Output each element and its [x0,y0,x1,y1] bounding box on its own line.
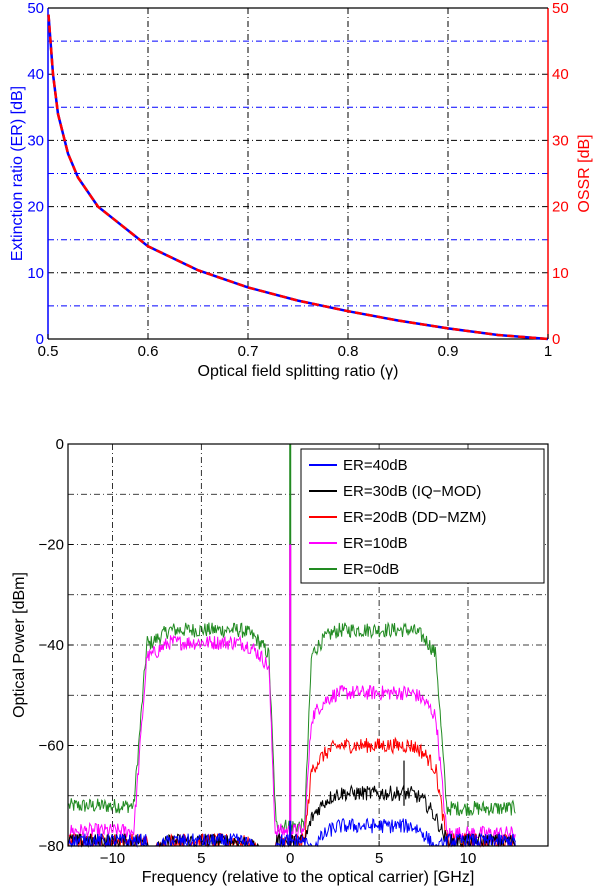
y-tick-label-left: 20 [27,199,44,216]
legend-label-4: ER=0dB [343,561,399,578]
y-tick-label: −20 [39,537,64,554]
y-tick-label-left: 0 [36,331,44,348]
y-tick-label-left: 40 [27,66,44,83]
x-tick-label: 0.7 [238,343,259,360]
series-line-1 [47,14,549,341]
y-tick-label: 0 [56,436,64,453]
x-tick-label: 0 [286,850,294,867]
legend-box [300,448,545,584]
y-axis-label: Optical Power [dBm] [11,572,28,718]
x-axis-label: Optical field splitting ratio (γ) [198,363,399,380]
x-tick-label: 0.6 [138,343,159,360]
legend-label-3: ER=10dB [343,535,408,552]
y-tick-label-right: 30 [552,132,569,149]
y-tick-label-left: 10 [27,265,44,282]
y-tick-label: −60 [39,738,64,755]
y-tick-label-right: 50 [552,0,569,17]
y-tick-label-right: 40 [552,66,569,83]
series-line-4 [68,621,516,835]
legend-label-0: ER=40dB [343,457,408,474]
chart-extinction-ratio: 0.5 0.6 0.7 0.8 0.9 10102030405001020304050Op… [9,0,593,380]
chart-optical-spectrum: −10 5 0 5 10 −80 −60 −40 −20 0 Frequency (relative… [11,436,549,886]
x-tick-label: 0.9 [438,343,459,360]
y-tick-label-left: 50 [27,0,44,17]
legend-label-1: ER=30dB (IQ−MOD) [343,483,481,500]
x-tick-label: 10 [460,850,477,867]
x-tick-label: 5 [197,850,205,867]
x-tick-label: −10 [100,850,125,867]
series-line-0 [68,817,516,848]
y-axis-label-right: OSSR [dB] [576,134,593,212]
y-tick-label-right: 0 [552,331,560,348]
series-line-3 [68,634,516,842]
series-line-0 [47,14,549,341]
x-tick-label: 0.8 [338,343,359,360]
x-tick-label: 1 [544,343,552,360]
y-tick-label: −40 [39,637,64,654]
legend-label-2: ER=20dB (DD−MZM) [343,509,486,526]
y-tick-label-right: 10 [552,265,569,282]
x-tick-label: 5 [375,850,383,867]
y-axis-label-left: Extinction ratio (ER) [dB] [9,86,26,261]
x-axis-label: Frequency (relative to the optical carri… [142,869,475,886]
x-tick-label: 0.5 [38,343,59,360]
y-tick-label-right: 20 [552,199,569,216]
y-tick-label-left: 30 [27,132,44,149]
y-tick-label: −80 [39,838,64,855]
